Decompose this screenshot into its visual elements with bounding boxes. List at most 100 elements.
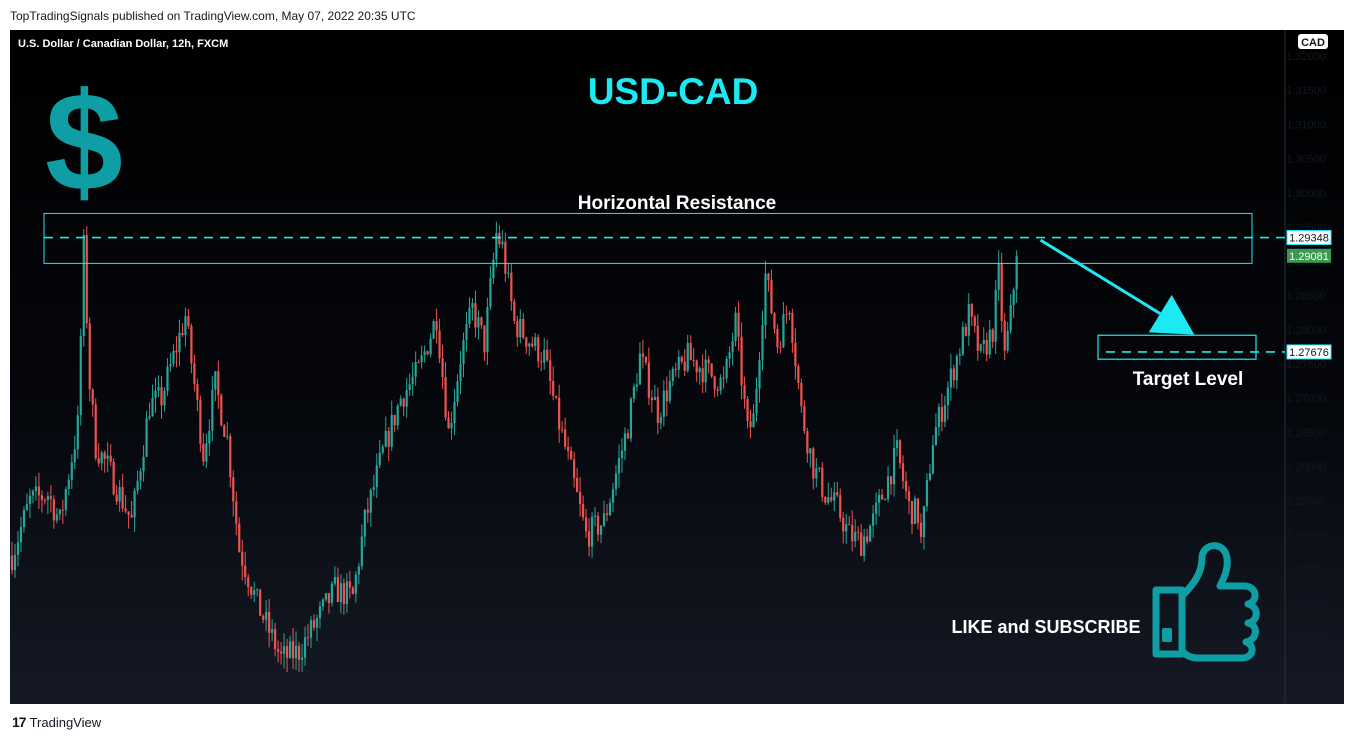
svg-text:CAD: CAD (1301, 37, 1325, 49)
tradingview-logo[interactable]: 17 TradingView (12, 714, 101, 730)
candle-body (351, 587, 354, 594)
candle-body (498, 232, 501, 245)
candle-body (441, 358, 444, 378)
candle-body (73, 449, 76, 463)
candle-body (812, 448, 815, 479)
candle-body (806, 431, 809, 454)
candle-body (181, 332, 184, 335)
candle-body (268, 611, 271, 633)
candle-body (145, 418, 148, 457)
candle-body (342, 583, 345, 604)
candle-body (67, 479, 70, 490)
candle-body (614, 473, 618, 490)
candle-body (19, 527, 23, 543)
candle-body (250, 587, 253, 595)
price-badge (1286, 230, 1332, 246)
candle-body (489, 278, 492, 308)
candle-body (277, 648, 280, 652)
candle-body (605, 513, 609, 516)
candle-body (842, 517, 845, 532)
candle-body (40, 495, 43, 500)
candle-body (689, 342, 692, 361)
candle-body (459, 364, 462, 382)
candle-body (803, 406, 806, 432)
target-label: Target Level (1133, 369, 1244, 390)
candle-body (312, 620, 316, 628)
candle-body (456, 381, 459, 403)
candle-body (878, 494, 881, 503)
candle-body (964, 326, 967, 336)
candle-body (154, 390, 157, 398)
candle-body (1003, 320, 1006, 351)
candle-body (695, 360, 698, 373)
candle-body (710, 363, 713, 377)
candle-body (587, 531, 591, 547)
currency-badge[interactable]: CAD (1298, 34, 1328, 49)
candle-body (280, 651, 283, 654)
thumbs-up-icon[interactable] (1152, 542, 1260, 662)
candle-body (378, 452, 381, 466)
candle-body (360, 536, 363, 567)
candle-body (82, 235, 85, 337)
candle-body (692, 360, 695, 362)
candle-body (411, 376, 414, 385)
candle-body (348, 581, 351, 588)
candle-body (61, 509, 64, 511)
candle-body (265, 611, 268, 620)
candle-body (109, 455, 112, 462)
candle-body (540, 361, 543, 363)
candle-body (779, 347, 782, 349)
candle-body (659, 416, 662, 423)
candle-body (211, 389, 214, 431)
candle-body (184, 316, 187, 335)
candle-body (345, 581, 348, 604)
candle-body (43, 499, 46, 501)
candle-body (25, 504, 29, 511)
candle-body (94, 404, 97, 459)
candle-body (928, 473, 932, 480)
price-tick-label: 1.26500 (1286, 427, 1326, 439)
candle-body (752, 413, 755, 428)
candle-body (994, 289, 997, 342)
candle-body (112, 461, 115, 495)
candle-body (525, 337, 528, 347)
candle-body (558, 397, 561, 430)
candle-body (387, 430, 390, 447)
candle-body (238, 523, 241, 552)
candle-body (172, 350, 175, 364)
candle-body (836, 492, 839, 496)
candle-body (477, 317, 480, 328)
candle-body (997, 263, 1000, 290)
candle-body (767, 273, 770, 281)
candle-body (620, 450, 624, 458)
candle-body (64, 489, 67, 510)
candle-body (103, 452, 106, 459)
candle-body (199, 399, 202, 444)
chart-area[interactable] (10, 30, 1344, 704)
symbol-label[interactable]: U.S. Dollar / Canadian Dollar, 12h, FXCM (18, 38, 228, 50)
candle-body (1015, 255, 1018, 290)
candle-body (895, 440, 899, 449)
candle-body (229, 436, 232, 478)
candle-body (892, 448, 896, 485)
candle-body (746, 398, 749, 422)
candle-body (898, 440, 902, 464)
candle-body (256, 589, 259, 591)
usdcad-chart[interactable]: $ USD-CAD Horizontal Resistance Target L… (10, 30, 1344, 704)
candle-body (650, 397, 653, 401)
candle-body (88, 323, 91, 390)
candle-body (130, 514, 133, 518)
candle-body (190, 326, 193, 364)
candle-body (226, 436, 229, 438)
candle-body (522, 319, 525, 338)
candle-body (465, 324, 468, 341)
candle-body (55, 514, 58, 521)
candle-body (262, 615, 265, 620)
candle-body (982, 339, 985, 345)
candle-body (555, 395, 558, 398)
candle-body (845, 524, 848, 532)
candle-body (414, 362, 417, 377)
candle-body (49, 496, 52, 500)
price-tick-label: 1.25500 (1286, 496, 1326, 508)
candle-body (632, 386, 636, 399)
